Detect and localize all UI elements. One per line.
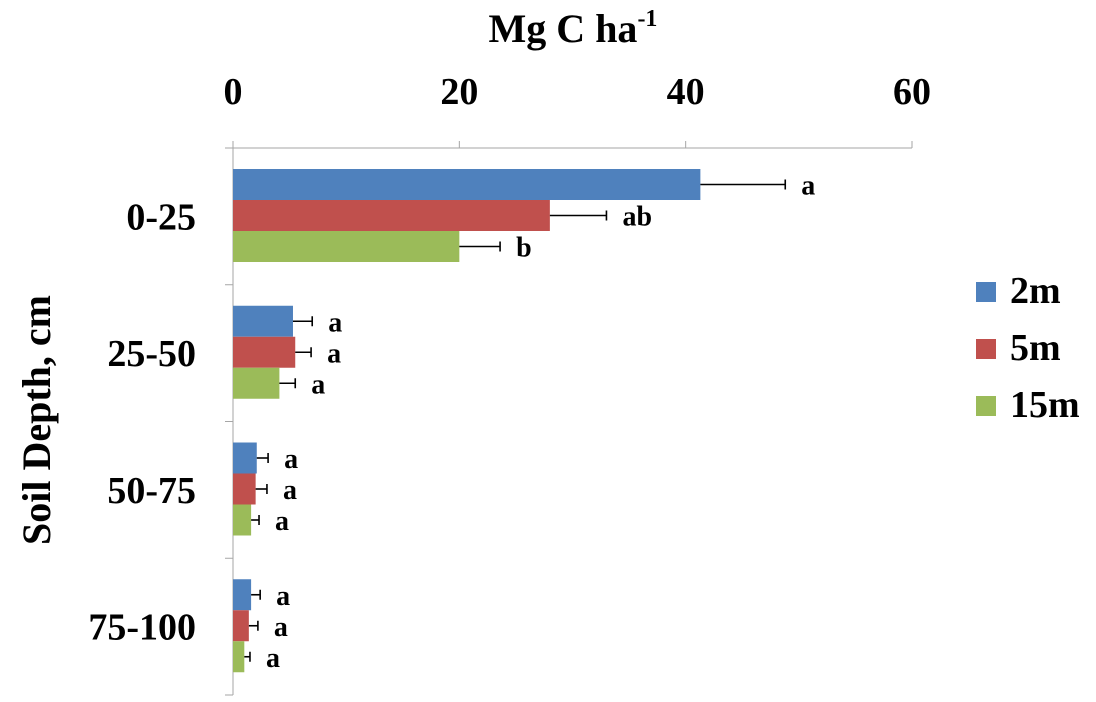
legend-label: 5m bbox=[1010, 327, 1061, 369]
category-labels: 0-25 25-50 50-75 75-100 bbox=[88, 196, 196, 648]
bar bbox=[233, 610, 249, 642]
bar bbox=[233, 367, 280, 399]
x-axis-title: Mg C ha-1 bbox=[489, 6, 658, 51]
category-label: 25-50 bbox=[107, 333, 196, 375]
x-tick-label: 20 bbox=[440, 71, 478, 113]
legend-swatch bbox=[976, 282, 996, 302]
x-tick-label: 40 bbox=[667, 71, 705, 113]
bar bbox=[233, 442, 257, 474]
significance-letter: a bbox=[275, 506, 289, 537]
category-label: 75-100 bbox=[88, 607, 196, 649]
significance-letter: a bbox=[283, 475, 297, 506]
bar bbox=[233, 305, 293, 337]
bar bbox=[233, 231, 460, 262]
significance-letter: a bbox=[328, 307, 342, 338]
x-axis-ticks: 0 20 40 60 bbox=[224, 71, 931, 148]
bar bbox=[233, 473, 256, 505]
category-label: 50-75 bbox=[107, 470, 196, 512]
bar bbox=[233, 579, 252, 611]
significance-letter: b bbox=[516, 233, 532, 264]
legend: 2m 5m 15m bbox=[976, 270, 1080, 426]
significance-letter: a bbox=[276, 581, 290, 612]
significance-letter: a bbox=[327, 338, 341, 369]
bar bbox=[233, 641, 245, 673]
significance-letter: a bbox=[274, 612, 288, 643]
x-axis-title-superscript: -1 bbox=[637, 6, 657, 32]
significance-letter: a bbox=[266, 643, 280, 674]
bar bbox=[233, 169, 701, 200]
legend-swatch bbox=[976, 396, 996, 416]
legend-swatch bbox=[976, 339, 996, 359]
x-axis-title-text: Mg C ha bbox=[489, 6, 638, 51]
x-tick-label: 60 bbox=[893, 71, 931, 113]
significance-letter: ab bbox=[622, 202, 652, 233]
significance-letter: a bbox=[801, 171, 815, 202]
bar bbox=[233, 200, 550, 231]
bar bbox=[233, 336, 296, 368]
legend-label: 15m bbox=[1010, 384, 1080, 426]
category-label: 0-25 bbox=[126, 196, 196, 238]
significance-letter: a bbox=[284, 444, 298, 475]
legend-label: 2m bbox=[1010, 270, 1061, 312]
significance-letter: a bbox=[311, 369, 325, 400]
y-axis-title: Soil Depth, cm bbox=[14, 295, 59, 545]
x-tick-label: 0 bbox=[224, 71, 243, 113]
bar bbox=[233, 504, 252, 536]
